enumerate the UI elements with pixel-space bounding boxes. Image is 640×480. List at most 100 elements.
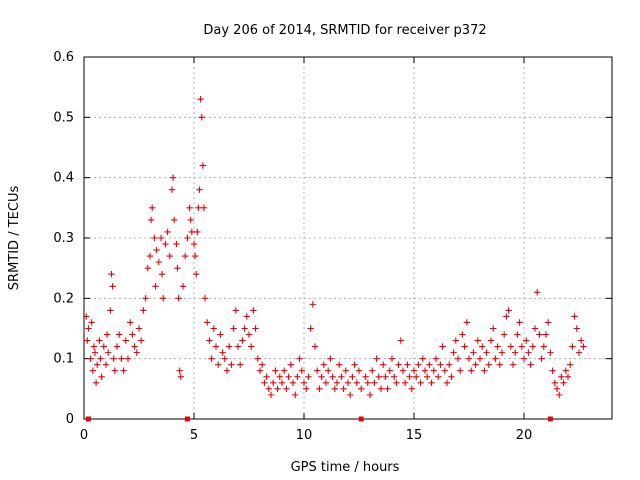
- data-point: [573, 325, 580, 332]
- data-point: [479, 343, 486, 350]
- data-point: [531, 325, 539, 332]
- data-point: [435, 373, 442, 380]
- data-point: [292, 391, 299, 399]
- data-point: [470, 349, 477, 356]
- data-point: [485, 361, 492, 368]
- data-point: [314, 367, 321, 374]
- data-point: [551, 379, 558, 386]
- data-point: [384, 385, 391, 393]
- data-point: [171, 216, 178, 224]
- data-point: [135, 325, 143, 332]
- data-point: [428, 379, 435, 386]
- data-point: [492, 355, 499, 362]
- data-point: [567, 361, 574, 368]
- data-point: [270, 379, 277, 386]
- data-point: [232, 307, 239, 314]
- data-point: [545, 319, 552, 326]
- data-point: [512, 349, 519, 356]
- data-point: [364, 379, 371, 386]
- data-point: [558, 373, 565, 380]
- data-point: [89, 367, 96, 374]
- data-point: [230, 325, 237, 332]
- data-point: [241, 325, 248, 332]
- axis-mark: [547, 416, 553, 422]
- data-point: [174, 264, 181, 272]
- data-point: [146, 252, 154, 260]
- data-point: [443, 379, 451, 386]
- data-point: [98, 373, 105, 380]
- axis-mark: [358, 416, 364, 422]
- data-point: [461, 343, 468, 350]
- data-point: [316, 385, 323, 393]
- data-point: [193, 271, 200, 278]
- data-point: [459, 331, 466, 338]
- data-point: [487, 337, 495, 344]
- data-point: [160, 295, 167, 302]
- data-point: [527, 361, 534, 368]
- axis-ticks: 0 0.1 0.2 0.3 0.4 0.5 0.6 0 5 10 15 20: [53, 50, 612, 443]
- axis-mark: [85, 416, 91, 422]
- data-point: [124, 355, 132, 362]
- data-point: [186, 204, 193, 212]
- data-point: [248, 343, 255, 350]
- axis-mark: [184, 416, 190, 422]
- data-point: [87, 355, 94, 362]
- data-point: [138, 337, 145, 344]
- data-point: [179, 283, 187, 290]
- data-point: [127, 319, 134, 326]
- data-point: [516, 319, 523, 326]
- data-point: [196, 186, 203, 193]
- data-point: [578, 337, 585, 344]
- data-point: [118, 355, 125, 362]
- chart-title: Day 206 of 2014, SRMTID for receiver p37…: [203, 23, 486, 38]
- data-point: [303, 385, 310, 393]
- data-point: [296, 355, 303, 362]
- x-tick-label: 0: [80, 428, 88, 443]
- data-point: [243, 313, 250, 320]
- data-point: [109, 283, 116, 290]
- data-point: [417, 379, 424, 386]
- data-point: [503, 313, 510, 320]
- data-point: [153, 246, 160, 254]
- data-point: [245, 331, 253, 338]
- data-point: [272, 367, 279, 374]
- data-point: [520, 355, 528, 362]
- data-point: [406, 373, 413, 380]
- data-point: [191, 252, 199, 260]
- data-point: [331, 385, 338, 393]
- data-point: [228, 361, 235, 368]
- data-point: [168, 186, 176, 193]
- data-point: [327, 355, 334, 362]
- data-point: [441, 367, 448, 374]
- data-point: [107, 307, 114, 314]
- y-tick-label: 0.6: [53, 50, 74, 65]
- data-point: [380, 361, 387, 368]
- data-point: [166, 252, 173, 260]
- data-point: [569, 343, 576, 350]
- data-point: [468, 367, 475, 374]
- data-point: [373, 355, 380, 362]
- data-point: [157, 234, 165, 242]
- data-point: [549, 367, 556, 374]
- data-point: [206, 337, 213, 344]
- data-point: [237, 361, 244, 368]
- data-point: [110, 355, 117, 362]
- data-point: [448, 373, 455, 380]
- data-point: [234, 343, 242, 350]
- data-point: [358, 385, 365, 393]
- data-point: [395, 361, 402, 368]
- data-point: [204, 319, 211, 326]
- data-point: [97, 355, 104, 362]
- data-point: [342, 367, 349, 374]
- data-point: [162, 240, 169, 248]
- data-point: [439, 343, 446, 350]
- data-point: [274, 385, 281, 393]
- data-point: [421, 367, 429, 374]
- data-point: [366, 391, 374, 399]
- data-point: [340, 385, 347, 393]
- data-point: [391, 373, 398, 380]
- data-point: [239, 337, 246, 344]
- data-point: [96, 337, 103, 344]
- data-point: [371, 379, 378, 386]
